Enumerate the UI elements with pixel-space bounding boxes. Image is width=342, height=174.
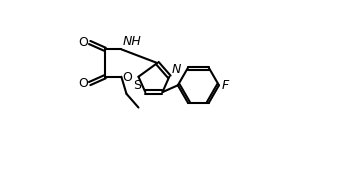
Text: F: F bbox=[222, 79, 229, 92]
Text: O: O bbox=[78, 77, 88, 90]
Text: O: O bbox=[122, 71, 132, 84]
Text: O: O bbox=[78, 36, 88, 49]
Text: N: N bbox=[171, 63, 181, 76]
Text: NH: NH bbox=[122, 35, 141, 48]
Text: S: S bbox=[134, 79, 142, 92]
